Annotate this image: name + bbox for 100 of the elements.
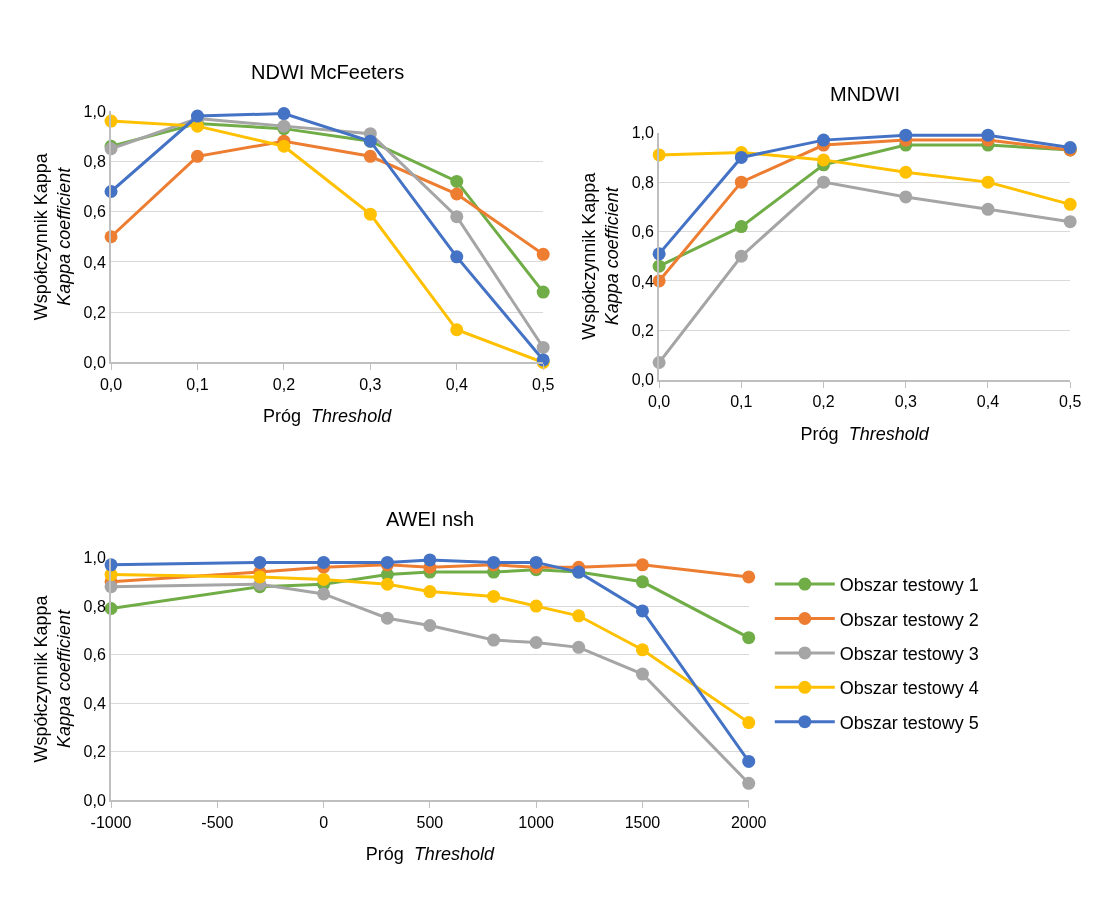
point [572,640,586,654]
y-axis-title: Współczynnik Kappa Kappa coefficient [578,171,623,340]
y-tick-label: 0,0 [83,791,106,809]
point [1063,197,1077,211]
x-axis-title: Próg Threshold [365,844,495,865]
y-tick-label: 0,6 [83,646,106,664]
legend-label: Obszar testowy 3 [839,643,979,664]
point [635,604,649,618]
x-tick-label: 0,2 [272,375,296,393]
y-tick-label: 0,2 [83,743,106,761]
point [253,555,267,569]
y-axis-title: Współczynnik Kappa Kappa coefficient [30,594,75,763]
y-tick-label: 1,0 [631,124,655,142]
x-tick-label: 0 [319,813,329,831]
x-tick-label: 0,5 [532,375,555,393]
point [450,210,464,224]
point [734,249,748,263]
point [899,190,913,204]
point [317,587,331,601]
point [536,247,550,261]
point [380,611,394,625]
y-tick-label: 0,2 [83,303,106,321]
x-tick-label: -500 [201,813,234,831]
point [450,323,464,337]
point [635,643,649,657]
point [1063,215,1077,229]
x-tick-label: 0,4 [976,393,1000,411]
point [487,633,501,647]
y-tick-label: 0,0 [83,354,106,372]
point [529,636,543,649]
point [487,589,501,603]
y-tick-label: 0,8 [83,152,106,170]
point [380,577,394,591]
point [423,619,437,632]
point [981,202,995,216]
point [572,609,586,623]
x-tick-label: 0,0 [648,393,671,411]
y-tick-label: 0,2 [631,321,655,339]
y-tick-label: 1,0 [83,549,106,567]
point [734,150,748,164]
chart-title: NDWI McFeeters [251,61,405,83]
x-tick-label: 0,3 [894,393,917,411]
point [363,207,377,221]
point [742,754,756,768]
y-tick-label: 0,4 [83,694,106,712]
point [450,174,464,188]
point [817,153,831,167]
x-tick-label: 500 [416,813,444,831]
x-tick-label: 0,2 [812,393,835,411]
y-tick-label: 0,8 [83,597,106,615]
legend-label: Obszar testowy 1 [839,575,979,596]
point [981,175,995,189]
y-tick-label: 0,4 [631,272,655,290]
x-axis-title: Próg Threshold [800,423,930,444]
point [734,175,748,189]
point [635,667,649,681]
point [317,555,331,569]
point [423,585,437,599]
x-tick-label: 1000 [518,813,555,831]
point [899,128,913,142]
legend-label: Obszar testowy 5 [839,712,979,733]
y-tick-label: 0,8 [631,173,655,191]
y-tick-label: 0,6 [83,203,106,221]
x-tick-label: 0,4 [445,375,468,393]
point [899,165,913,179]
y-axis-title: Współczynnik Kappa Kappa coefficient [30,152,75,321]
point [317,572,331,586]
point [536,285,550,299]
point [450,187,464,201]
y-tick-label: 0,6 [631,223,655,241]
point [277,107,291,121]
point [529,555,543,569]
point [635,558,649,572]
x-axis-title: Próg Threshold [263,406,393,427]
legend-label: Obszar testowy 4 [839,678,979,699]
point [734,220,748,234]
point [277,139,291,153]
point [363,149,377,163]
point [742,631,756,645]
point [742,776,756,790]
x-tick-label: 0,1 [186,375,209,393]
x-tick-label: 2000 [730,813,767,831]
x-tick-label: 0,3 [359,375,382,393]
y-tick-label: 0,4 [83,253,106,271]
point [817,175,831,189]
point [817,133,831,147]
legend-label: Obszar testowy 2 [839,609,979,630]
chart-title: MNDWI [830,83,900,105]
x-tick-label: 1500 [624,813,661,831]
point [253,570,267,584]
x-tick-label: 0,5 [1059,393,1082,411]
x-tick-label: -1000 [90,813,132,831]
y-tick-label: 1,0 [83,102,106,120]
point [529,599,543,613]
point [423,553,437,567]
x-tick-label: 0,0 [99,375,123,393]
point [450,250,464,264]
point [981,128,995,142]
point [190,149,204,163]
point [742,716,756,730]
